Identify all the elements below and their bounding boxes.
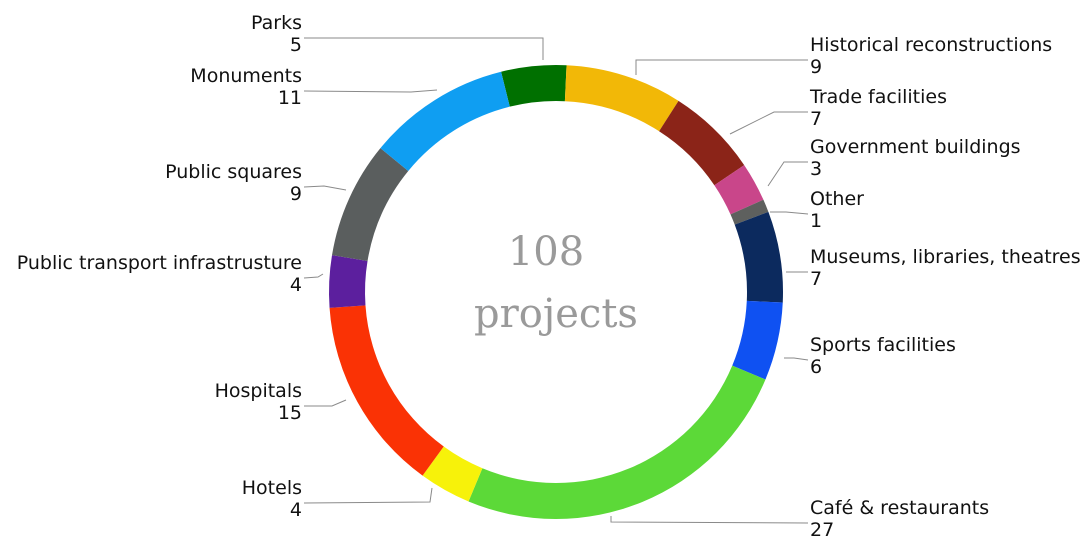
slice-value-hotels: 4 — [290, 499, 302, 521]
leader-lines — [303, 37, 809, 524]
slice-label-museums-libraries-theatres: Museums, libraries, theatres — [810, 246, 1081, 268]
slice-value-parks: 5 — [290, 34, 302, 56]
slice-value-public-squares: 9 — [290, 183, 302, 205]
leader-line-public-transport-infrastrusture — [303, 273, 324, 279]
slice-label-public-transport-infrastrusture: Public transport infrastrusture — [17, 252, 302, 274]
slice-parks — [501, 65, 567, 107]
slice-hotels — [422, 446, 483, 502]
slice-value-other: 1 — [810, 210, 822, 232]
leader-line-trade-facilities — [729, 111, 808, 135]
slice-sports-facilities — [732, 300, 783, 380]
slice-museums-libraries-theatres — [734, 211, 784, 303]
leader-line-parks — [304, 37, 544, 60]
slice-label-caf-restaurants: Café & restaurants — [810, 497, 989, 519]
slice-historical-reconstructions — [564, 65, 679, 132]
slice-value-historical-reconstructions: 9 — [810, 56, 822, 78]
slice-trade-facilities — [659, 100, 745, 186]
donut-slices — [329, 65, 784, 519]
slice-label-trade-facilities: Trade facilities — [809, 86, 947, 108]
leader-line-other — [770, 211, 809, 215]
slice-value-monuments: 11 — [278, 87, 302, 109]
leader-line-hotels — [303, 487, 433, 504]
slice-label-public-squares: Public squares — [165, 161, 302, 183]
leader-line-sports-facilities — [784, 357, 809, 361]
slice-label-hotels: Hotels — [242, 477, 302, 499]
slice-other — [730, 199, 769, 225]
slice-label-hospitals: Hospitals — [215, 380, 302, 402]
slice-value-trade-facilities: 7 — [810, 108, 822, 130]
slice-label-other: Other — [810, 188, 864, 210]
slice-value-government-buildings: 3 — [810, 158, 822, 180]
slice-government-buildings — [714, 165, 764, 215]
slice-hospitals — [329, 305, 444, 476]
leader-line-historical-reconstructions — [635, 59, 808, 75]
slice-value-public-transport-infrastrusture: 4 — [290, 274, 302, 296]
center-count: 108 — [508, 229, 584, 275]
slice-caf-restaurants — [468, 365, 766, 519]
slice-label-historical-reconstructions: Historical reconstructions — [810, 34, 1052, 56]
slice-value-caf-restaurants: 27 — [810, 519, 834, 541]
slice-label-parks: Parks — [251, 12, 302, 34]
leader-line-caf-restaurants — [610, 516, 809, 524]
slice-public-transport-infrastrusture — [329, 255, 368, 308]
slice-monuments — [380, 71, 510, 171]
slice-label-monuments: Monuments — [190, 65, 302, 87]
slice-value-museums-libraries-theatres: 7 — [810, 268, 822, 290]
leader-line-monuments — [303, 89, 438, 93]
center-caption: projects — [474, 291, 638, 337]
slice-value-hospitals: 15 — [278, 402, 302, 424]
leader-line-government-buildings — [767, 161, 808, 187]
slice-label-government-buildings: Government buildings — [810, 136, 1021, 158]
slice-public-squares — [332, 148, 409, 262]
slice-label-sports-facilities: Sports facilities — [810, 334, 956, 356]
leader-line-public-squares — [303, 185, 347, 191]
leader-line-hospitals — [304, 399, 347, 407]
slice-value-sports-facilities: 6 — [810, 356, 822, 378]
